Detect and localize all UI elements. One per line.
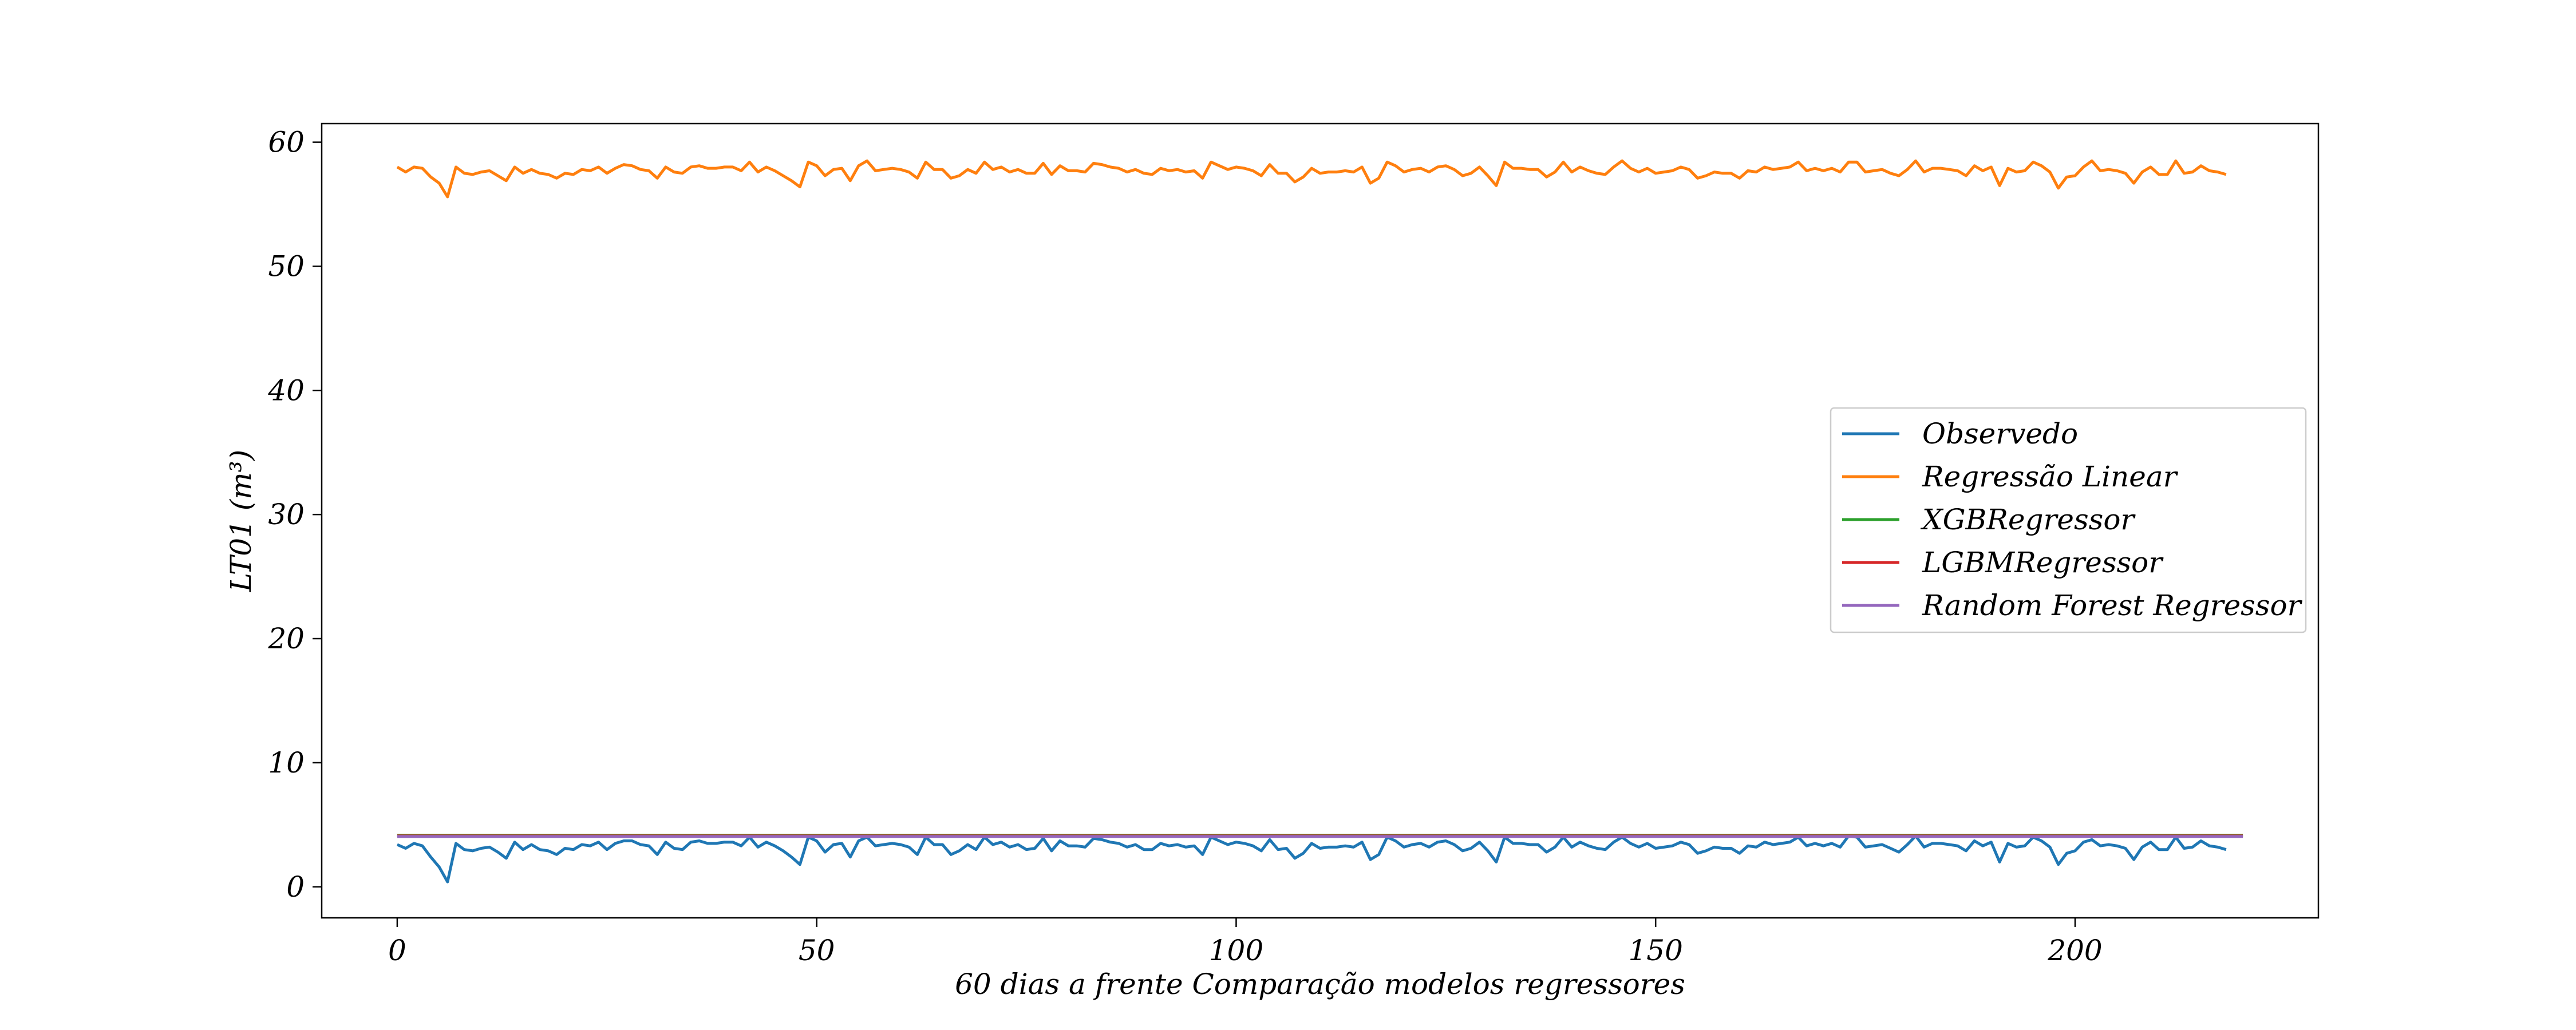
y-axis-label: LT01 (m³) — [224, 450, 258, 592]
x-axis-ticks: 0 50 100 150 200 — [388, 918, 2103, 967]
series-layer — [396, 159, 2243, 884]
x-tick-label: 200 — [2047, 934, 2102, 967]
x-axis-label: 60 dias a frente Comparação modelos regr… — [955, 968, 1685, 1001]
y-tick-label: 40 — [267, 374, 305, 407]
x-tick-label: 50 — [799, 934, 835, 967]
plot-frame — [321, 122, 2320, 919]
legend-label-regress-o-linear: Regressão Linear — [1922, 460, 2179, 493]
y-tick-label: 60 — [268, 126, 305, 159]
legend-label-xgbregressor: XGBRegressor — [1920, 503, 2136, 536]
y-axis-ticks: 0 10 20 30 40 50 60 — [267, 126, 322, 904]
y-tick-label: 30 — [268, 498, 305, 531]
y-tick-label: 20 — [267, 622, 305, 655]
x-tick-label: 100 — [1209, 934, 1263, 967]
series-line-observedo — [396, 834, 2227, 884]
y-tick-label: 10 — [268, 746, 305, 779]
y-tick-label: 50 — [268, 249, 305, 283]
legend-box — [1830, 407, 2307, 633]
x-tick-label: 150 — [1628, 934, 1682, 967]
x-tick-label: 0 — [388, 934, 406, 967]
legend-label-random-forest-regressor: Random Forest Regressor — [1922, 589, 2303, 622]
legend-label-lgbmregressor: LGBMRegressor — [1922, 546, 2164, 579]
legend-label-observedo: Observedo — [1922, 417, 2078, 450]
series-line-regress-o-linear — [396, 159, 2227, 199]
legend: Observedo Regressão Linear XGBRegressor LGB… — [1830, 407, 2307, 633]
y-tick-label: 0 — [286, 870, 305, 904]
